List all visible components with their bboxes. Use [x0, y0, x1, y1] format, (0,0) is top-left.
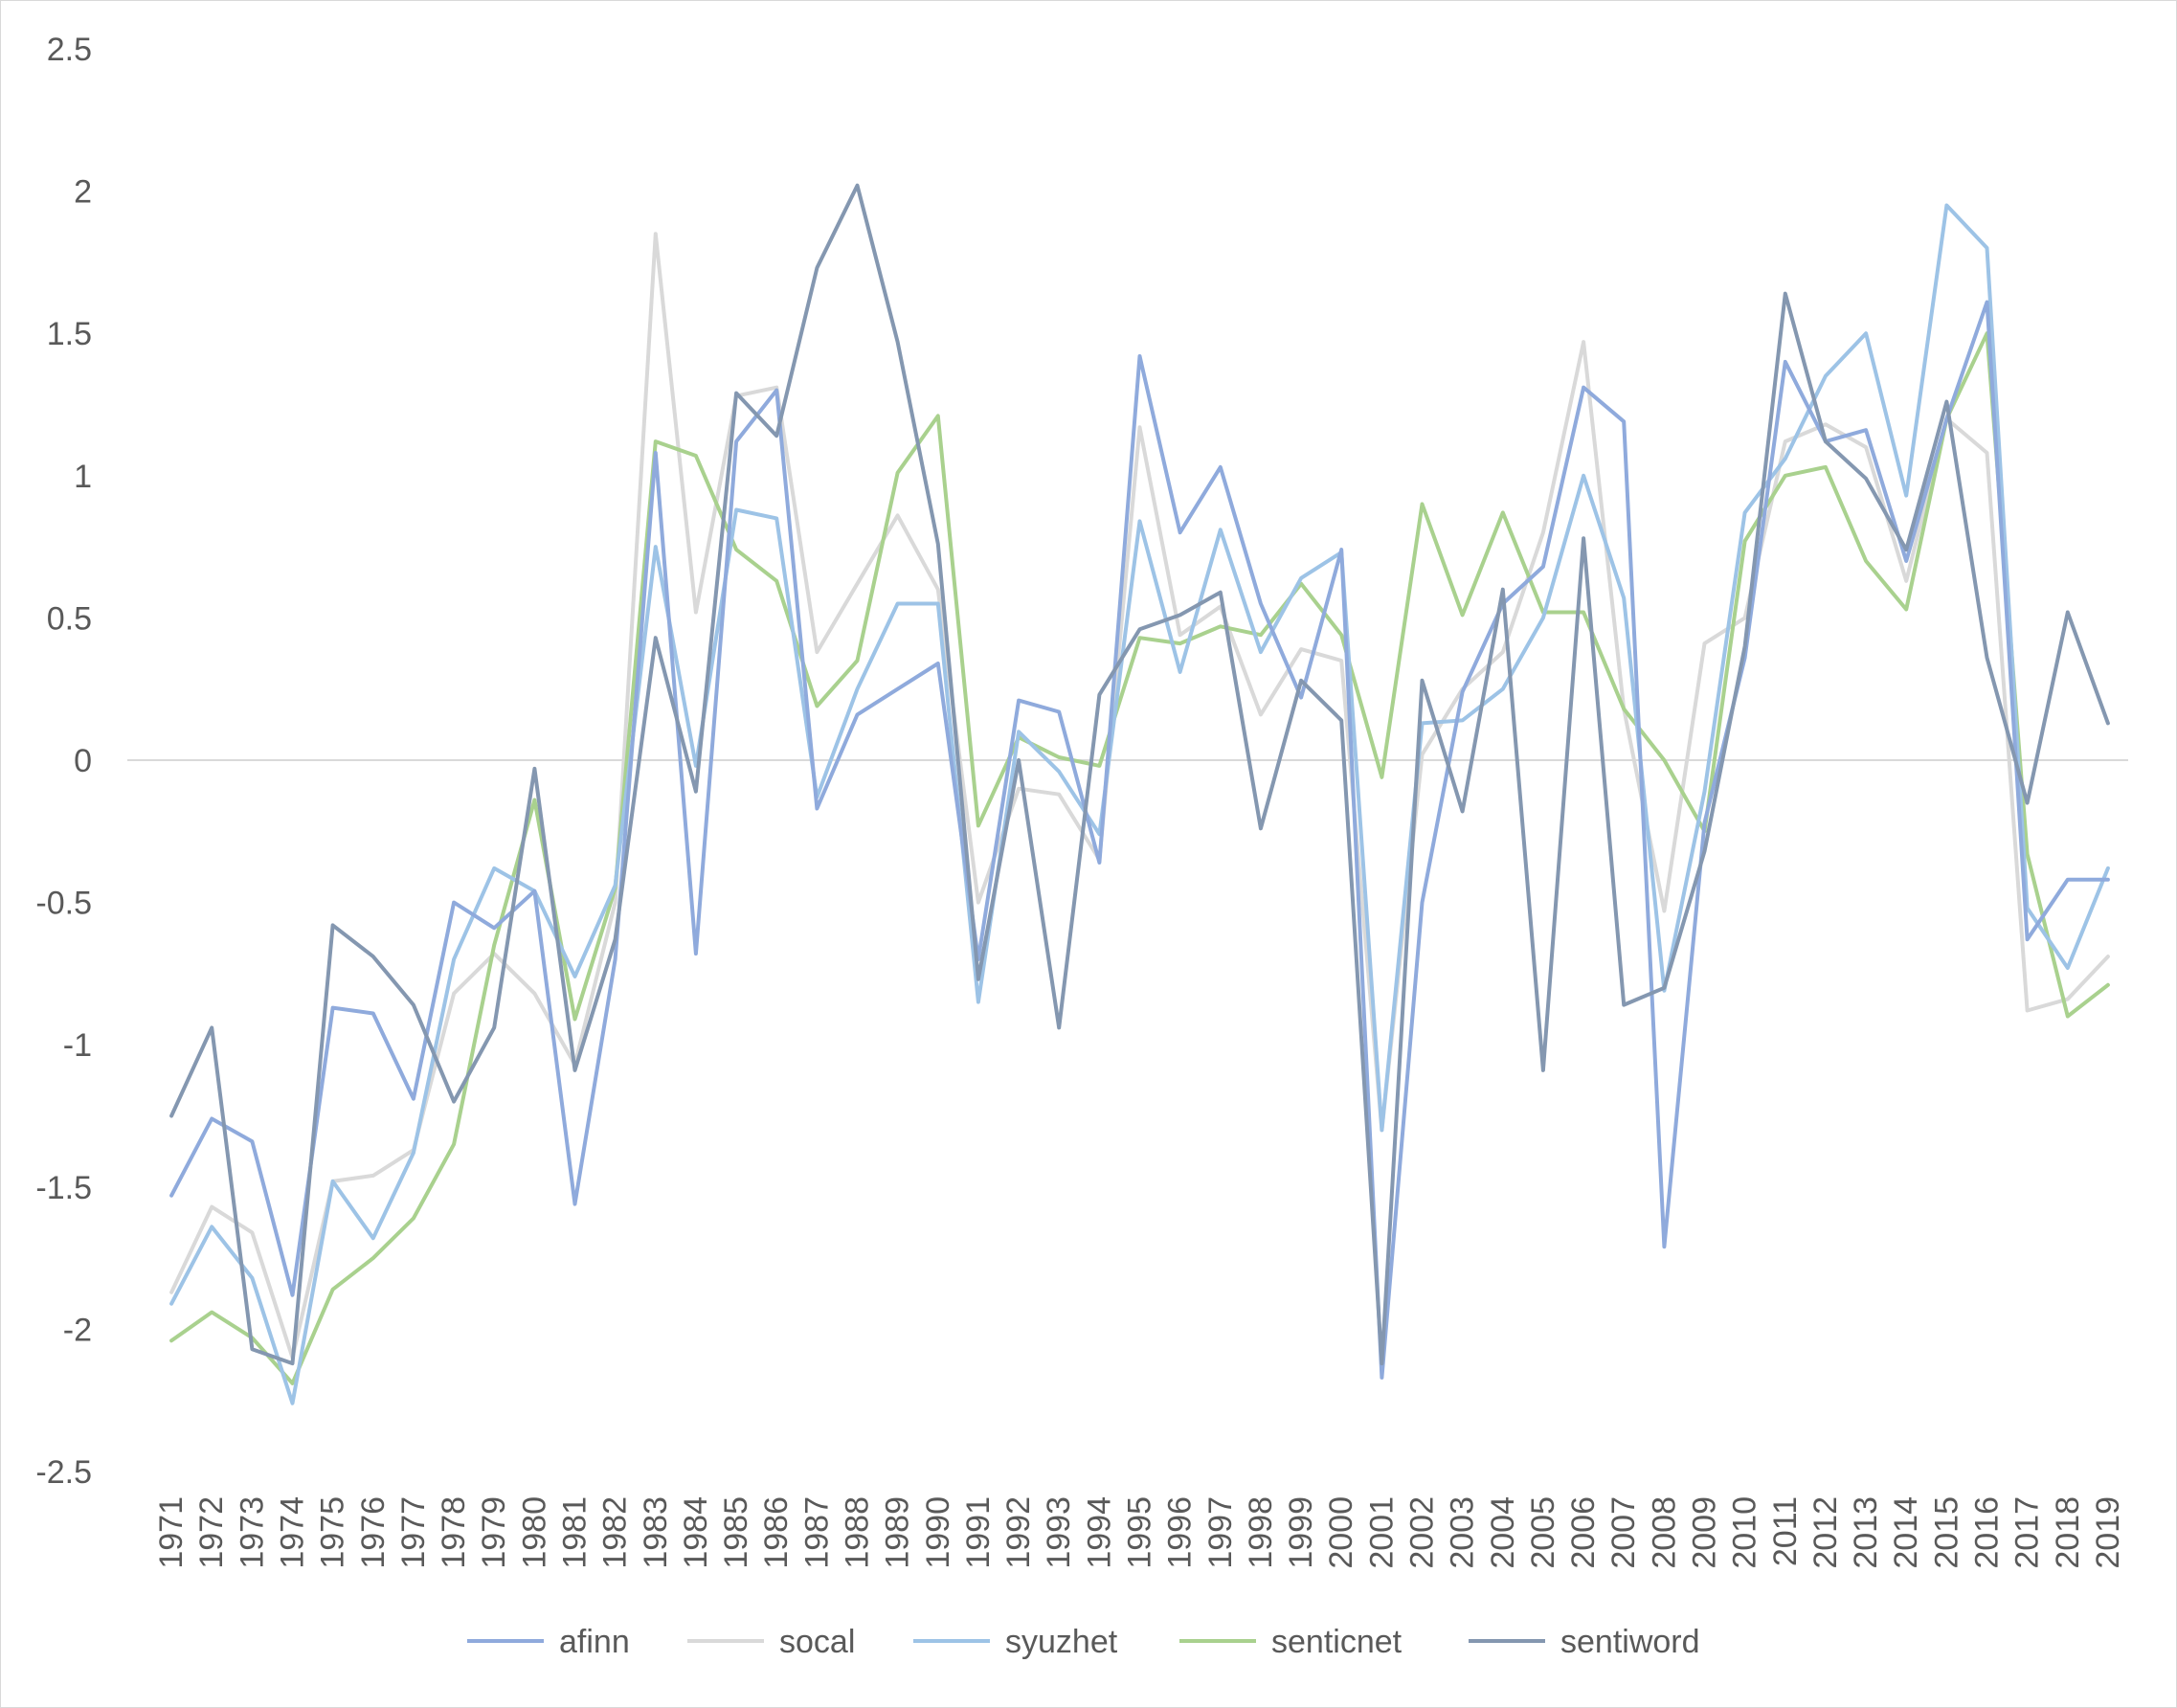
x-axis-tick-labels: 1971 1972 1973 1974 1975 1976 1977 1978 1979 1980… [153, 1496, 2126, 1569]
x-tick-label: 2008 [1646, 1496, 1682, 1569]
series-line-sentiword [169, 183, 2110, 1366]
x-tick-label: 2018 [2050, 1496, 2086, 1569]
x-tick-label: 1972 [193, 1496, 230, 1569]
x-tick-label: 1989 [880, 1496, 916, 1569]
x-tick-label: 1985 [718, 1496, 754, 1569]
x-tick-label: 2014 [1888, 1496, 1924, 1569]
x-tick-label: 1995 [1122, 1496, 1158, 1569]
y-tick-label: -2.5 [35, 1454, 92, 1491]
x-tick-label: 2004 [1485, 1496, 1521, 1569]
y-tick-label: -2 [63, 1312, 92, 1348]
y-tick-label: -1.5 [35, 1170, 92, 1206]
x-tick-label: 1999 [1283, 1496, 1319, 1569]
x-tick-label: 2000 [1323, 1496, 1359, 1569]
x-tick-label: 1988 [840, 1496, 876, 1569]
x-tick-label: 2013 [1848, 1496, 1884, 1569]
x-tick-label: 2010 [1727, 1496, 1763, 1569]
x-tick-label: 1982 [597, 1496, 634, 1569]
x-tick-label: 2009 [1687, 1496, 1723, 1569]
y-tick-label: 2.5 [47, 32, 92, 68]
legend: afinn socal syuzhet senticnet sentiword [467, 1624, 1700, 1660]
x-tick-label: 1993 [1041, 1496, 1077, 1569]
x-tick-label: 1979 [476, 1496, 512, 1569]
y-tick-label: 0 [74, 743, 92, 779]
x-tick-label: 2007 [1605, 1496, 1642, 1569]
x-tick-label: 2017 [2009, 1496, 2046, 1569]
x-tick-label: 1983 [638, 1496, 674, 1569]
x-tick-label: 1976 [355, 1496, 392, 1569]
x-tick-label: 2003 [1445, 1496, 1481, 1569]
x-tick-label: 1984 [678, 1496, 714, 1569]
x-tick-label: 1997 [1202, 1496, 1239, 1569]
x-tick-label: 1978 [436, 1496, 472, 1569]
x-tick-label: 1992 [1000, 1496, 1037, 1569]
x-tick-label: 1974 [275, 1496, 311, 1569]
x-tick-label: 1998 [1243, 1496, 1279, 1569]
legend-label-syuzhet: syuzhet [1005, 1624, 1118, 1660]
x-tick-label: 1990 [920, 1496, 956, 1569]
y-tick-label: 2 [74, 174, 92, 211]
y-tick-label: -1 [63, 1027, 92, 1064]
x-tick-label: 2006 [1565, 1496, 1602, 1569]
x-tick-label: 1994 [1081, 1496, 1117, 1569]
series-line-senticnet [169, 331, 2110, 1385]
y-axis-tick-labels: 2.5 2 1.5 1 0.5 0 -0.5 -1 -1.5 -2 -2.5 [35, 32, 92, 1491]
x-tick-label: 2015 [1928, 1496, 1964, 1569]
x-tick-label: 1975 [315, 1496, 351, 1569]
series-line-syuzhet [169, 203, 2110, 1405]
legend-label-senticnet: senticnet [1271, 1624, 1403, 1660]
x-tick-label: 1986 [758, 1496, 795, 1569]
x-tick-label: 1981 [557, 1496, 594, 1569]
x-tick-label: 2001 [1363, 1496, 1400, 1569]
x-tick-label: 1971 [153, 1496, 190, 1569]
x-tick-label: 2016 [1969, 1496, 2006, 1569]
legend-label-sentiword: sentiword [1560, 1624, 1700, 1660]
y-tick-label: -0.5 [35, 886, 92, 922]
x-tick-label: 1980 [516, 1496, 552, 1569]
y-tick-label: 1.5 [47, 316, 92, 352]
x-tick-label: 1977 [395, 1496, 432, 1569]
x-tick-label: 2005 [1525, 1496, 1561, 1569]
series-line-socal [169, 232, 2110, 1360]
x-tick-label: 2002 [1404, 1496, 1441, 1569]
x-tick-label: 1987 [798, 1496, 835, 1569]
legend-label-socal: socal [779, 1624, 855, 1660]
x-tick-label: 1973 [234, 1496, 270, 1569]
x-tick-label: 1996 [1162, 1496, 1199, 1569]
y-tick-label: 1 [74, 459, 92, 495]
series-lines [169, 183, 2110, 1405]
legend-label-afinn: afinn [559, 1624, 630, 1660]
x-tick-label: 2019 [2090, 1496, 2126, 1569]
y-tick-label: 0.5 [47, 600, 92, 637]
x-tick-label: 2012 [1807, 1496, 1844, 1569]
series-line-afinn [169, 300, 2110, 1380]
x-tick-label: 2011 [1767, 1496, 1804, 1566]
x-tick-label: 1991 [960, 1496, 997, 1569]
